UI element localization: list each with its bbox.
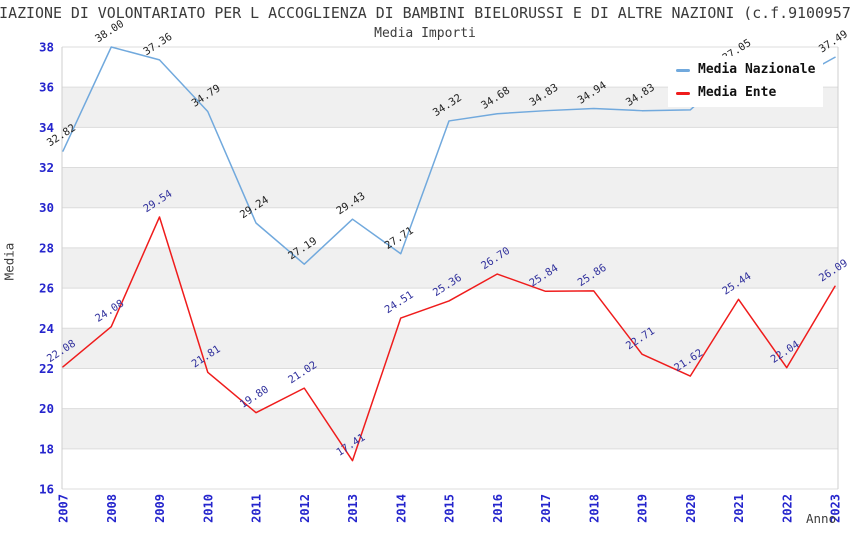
x-tick-label: 2023	[829, 494, 843, 523]
data-label: 37.49	[817, 28, 850, 55]
x-tick-label: 2022	[780, 494, 794, 523]
data-label: 38.00	[93, 18, 126, 45]
media-ente-swatch-icon	[676, 91, 690, 95]
y-tick-label: 28	[39, 240, 54, 255]
grid-band	[62, 247, 838, 289]
y-tick-label: 20	[39, 401, 54, 416]
data-label: 24.51	[383, 289, 416, 316]
data-label: 19.80	[238, 383, 271, 410]
series-line-media-ente	[62, 216, 836, 462]
x-tick-label: 2013	[346, 494, 360, 523]
y-tick-label: 36	[39, 80, 54, 95]
legend-item-media-ente[interactable]: Media Ente	[676, 86, 815, 100]
x-tick-label: 2015	[443, 494, 457, 523]
x-tick-label: 2014	[394, 494, 408, 523]
data-label: 24.08	[93, 298, 126, 325]
y-tick-label: 26	[39, 281, 54, 296]
x-tick-label: 2008	[105, 494, 119, 523]
legend-label: Media Nazionale	[698, 62, 816, 77]
y-tick-label: 32	[39, 160, 54, 175]
y-tick-label: 22	[39, 361, 54, 376]
legend-item-media-nazionale[interactable]: Media Nazionale	[676, 63, 815, 77]
x-tick-label: 2019	[636, 494, 650, 523]
y-tick-label: 38	[39, 40, 54, 55]
chart-legend: Media Nazionale Media Ente	[668, 56, 824, 107]
x-tick-label: 2020	[684, 494, 698, 523]
y-tick-label: 34	[39, 120, 54, 135]
x-tick-label: 2018	[587, 494, 601, 523]
x-tick-label: 2016	[491, 494, 505, 523]
x-tick-label: 2009	[153, 494, 167, 523]
x-tick-label: 2007	[57, 494, 71, 523]
grid-band	[62, 408, 838, 449]
chart-subtitle: Media Importi	[374, 26, 476, 41]
y-tick-label: 30	[39, 200, 54, 215]
y-tick-label: 24	[39, 321, 54, 336]
chart-title: IAZIONE DI VOLONTARIATO PER L ACCOGLIENZ…	[0, 4, 850, 22]
x-axis-title: Anno	[806, 511, 837, 526]
x-tick-label: 2021	[732, 494, 746, 523]
x-tick-label: 2012	[298, 494, 312, 523]
x-tick-label: 2011	[250, 494, 264, 523]
media-nazionale-swatch-icon	[676, 68, 690, 72]
x-tick-label: 2017	[539, 494, 553, 523]
y-tick-label: 18	[39, 441, 54, 456]
x-tick-label: 2010	[201, 494, 215, 523]
grid-band	[62, 328, 838, 369]
legend-label: Media Ente	[698, 85, 777, 100]
grid-band	[62, 167, 838, 208]
y-tick-label: 16	[39, 482, 54, 497]
data-label: 37.36	[141, 31, 174, 58]
